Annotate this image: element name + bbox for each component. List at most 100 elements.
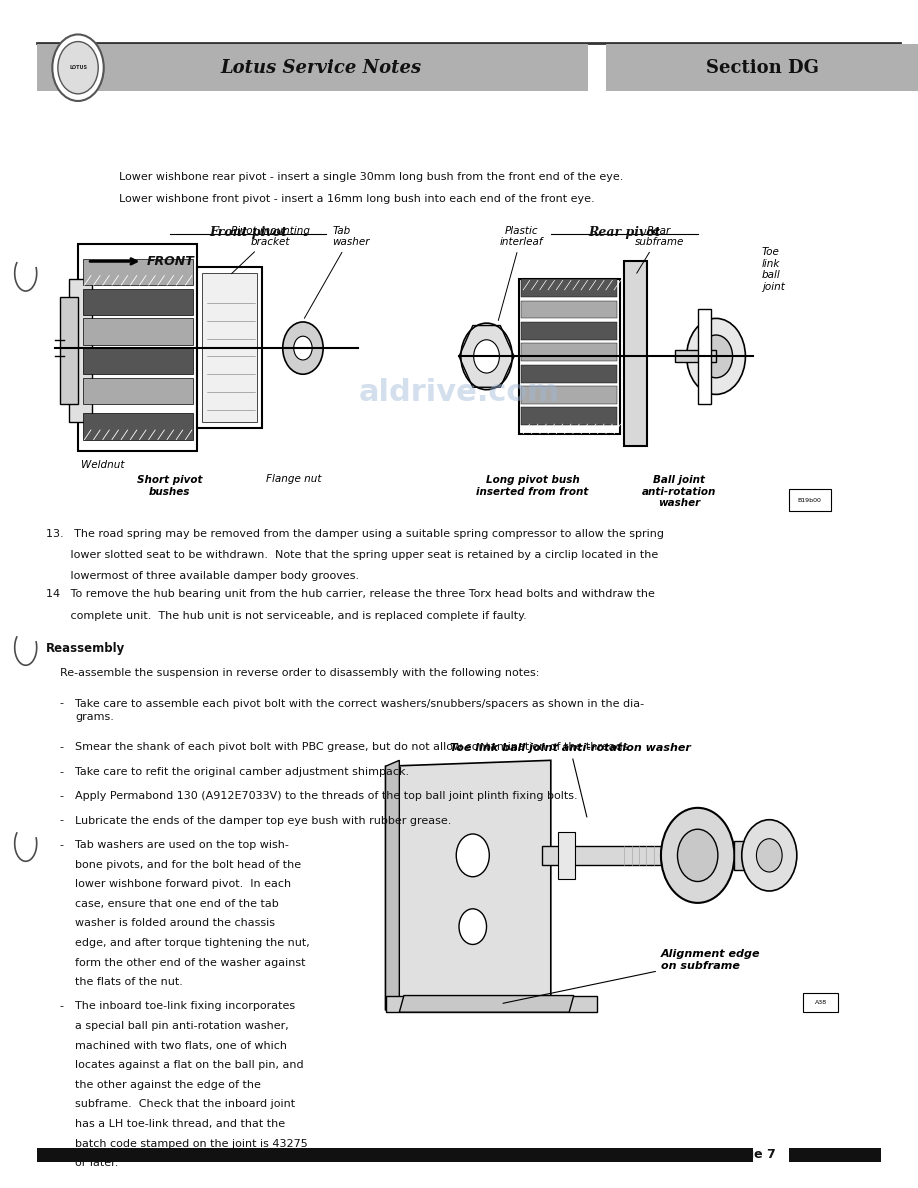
Text: -: - [60, 791, 63, 801]
Bar [734, 841, 760, 870]
Bar [521, 386, 617, 404]
Text: case, ensure that one end of the tab: case, ensure that one end of the tab [75, 899, 279, 909]
Text: form the other end of the washer against: form the other end of the washer against [75, 958, 306, 967]
Polygon shape [386, 760, 399, 1010]
Bar [37, 1148, 753, 1162]
Bar [624, 261, 647, 446]
Circle shape [756, 839, 782, 872]
Text: FRONT: FRONT [147, 255, 195, 267]
Bar [521, 343, 617, 361]
Text: Front pivot: Front pivot [209, 226, 286, 239]
Text: Take care to refit the original camber adjustment shimpack.: Take care to refit the original camber a… [75, 767, 409, 777]
Bar [521, 322, 617, 340]
Text: -: - [60, 742, 63, 752]
Bar [803, 993, 838, 1012]
Text: the flats of the nut.: the flats of the nut. [75, 978, 184, 987]
Text: B19b00: B19b00 [798, 498, 822, 503]
Text: Plastic
interleaf: Plastic interleaf [498, 226, 543, 321]
Text: a special ball pin anti-rotation washer,: a special ball pin anti-rotation washer, [75, 1022, 289, 1031]
Text: Smear the shank of each pivot bolt with PBC grease, but do not allow contaminati: Smear the shank of each pivot bolt with … [75, 742, 633, 752]
Text: subframe.  Check that the inboard joint: subframe. Check that the inboard joint [75, 1100, 296, 1110]
Text: batch code stamped on the joint is 43275: batch code stamped on the joint is 43275 [75, 1139, 308, 1149]
Bar [197, 267, 262, 428]
Text: Short pivot
bushes: Short pivot bushes [137, 475, 203, 497]
Text: lower slotted seat to be withdrawn.  Note that the spring upper seat is retained: lower slotted seat to be withdrawn. Note… [46, 550, 658, 560]
Text: Weldnut: Weldnut [81, 460, 124, 469]
Text: -: - [60, 699, 63, 708]
Circle shape [742, 820, 797, 891]
Text: has a LH toe-link thread, and that the: has a LH toe-link thread, and that the [75, 1119, 285, 1129]
Bar [558, 832, 575, 879]
Text: locates against a flat on the ball pin, and: locates against a flat on the ball pin, … [75, 1061, 304, 1070]
Text: edge, and after torque tightening the nut,: edge, and after torque tightening the nu… [75, 939, 310, 948]
Circle shape [283, 322, 323, 374]
Text: Lubricate the ends of the damper top eye bush with rubber grease.: Lubricate the ends of the damper top eye… [75, 816, 452, 826]
Circle shape [677, 829, 718, 881]
Text: the other against the edge of the: the other against the edge of the [75, 1080, 261, 1089]
Text: Pivot mounting
bracket: Pivot mounting bracket [231, 226, 310, 273]
Bar [60, 297, 78, 404]
Bar [83, 413, 193, 440]
Text: washer is folded around the chassis: washer is folded around the chassis [75, 918, 275, 928]
Bar [789, 1148, 881, 1162]
Polygon shape [386, 996, 597, 1012]
Bar [83, 289, 193, 315]
Text: Long pivot bush
inserted from front: Long pivot bush inserted from front [476, 475, 588, 497]
Text: Alignment edge
on subframe: Alignment edge on subframe [503, 949, 760, 1004]
Bar [521, 301, 617, 318]
Text: Page 7: Page 7 [728, 1149, 776, 1161]
Bar [78, 244, 197, 451]
Text: -: - [60, 816, 63, 826]
Bar [83, 378, 193, 404]
Bar [542, 846, 661, 865]
Text: Lower wishbone rear pivot - insert a single 30mm long bush from the front end of: Lower wishbone rear pivot - insert a sin… [119, 172, 623, 182]
Text: Rear pivot: Rear pivot [588, 226, 660, 239]
Text: Toe
link
ball
joint: Toe link ball joint [762, 247, 785, 292]
Circle shape [474, 340, 499, 373]
Bar [202, 273, 257, 422]
Text: Lotus Service Notes: Lotus Service Notes [220, 58, 422, 77]
Text: Ball joint
anti-rotation
washer: Ball joint anti-rotation washer [642, 475, 717, 508]
Bar [789, 489, 831, 511]
Text: -: - [60, 840, 63, 849]
Text: or later.: or later. [75, 1158, 118, 1168]
Bar [83, 259, 193, 285]
Circle shape [687, 318, 745, 394]
Circle shape [700, 335, 733, 378]
Text: Take care to assemble each pivot bolt with the correct washers/snubbers/spacers : Take care to assemble each pivot bolt wi… [75, 699, 644, 722]
Text: lower wishbone forward pivot.  In each: lower wishbone forward pivot. In each [75, 879, 291, 889]
Text: LOTUS: LOTUS [69, 65, 87, 70]
Bar [675, 350, 716, 362]
Bar [37, 44, 588, 91]
Bar [519, 279, 620, 434]
Text: -: - [60, 767, 63, 777]
Circle shape [52, 34, 104, 101]
Polygon shape [386, 760, 551, 1010]
Text: The inboard toe-link fixing incorporates: The inboard toe-link fixing incorporates [75, 1001, 296, 1011]
Circle shape [461, 323, 512, 390]
Text: Lower wishbone front pivot - insert a 16mm long bush into each end of the front : Lower wishbone front pivot - insert a 16… [119, 194, 595, 203]
Text: Re-assemble the suspension in reverse order to disassembly with the following no: Re-assemble the suspension in reverse or… [60, 668, 539, 677]
Text: bone pivots, and for the bolt head of the: bone pivots, and for the bolt head of th… [75, 860, 301, 870]
Text: A38: A38 [814, 1000, 827, 1005]
Text: 13.   The road spring may be removed from the damper using a suitable spring com: 13. The road spring may be removed from … [46, 529, 664, 538]
Bar [521, 407, 617, 425]
Circle shape [58, 42, 98, 94]
Text: lowermost of three available damper body grooves.: lowermost of three available damper body… [46, 571, 359, 581]
Bar [698, 309, 711, 404]
Text: Tab
washer: Tab washer [304, 226, 370, 318]
Bar [521, 279, 617, 297]
Text: Toe link ball joint anti-rotation washer: Toe link ball joint anti-rotation washer [450, 744, 690, 817]
Text: -: - [60, 1001, 63, 1011]
Text: complete unit.  The hub unit is not serviceable, and is replaced complete if fau: complete unit. The hub unit is not servi… [46, 611, 527, 620]
Bar [83, 318, 193, 345]
Polygon shape [399, 996, 574, 1012]
Text: Flange nut: Flange nut [266, 474, 321, 484]
Text: Rear
subframe: Rear subframe [634, 226, 684, 273]
Circle shape [294, 336, 312, 360]
Text: Section DG: Section DG [706, 58, 818, 77]
Circle shape [456, 834, 489, 877]
Text: Reassembly: Reassembly [46, 642, 125, 655]
Bar [83, 348, 193, 374]
Text: 14   To remove the hub bearing unit from the hub carrier, release the three Torx: 14 To remove the hub bearing unit from t… [46, 589, 655, 599]
